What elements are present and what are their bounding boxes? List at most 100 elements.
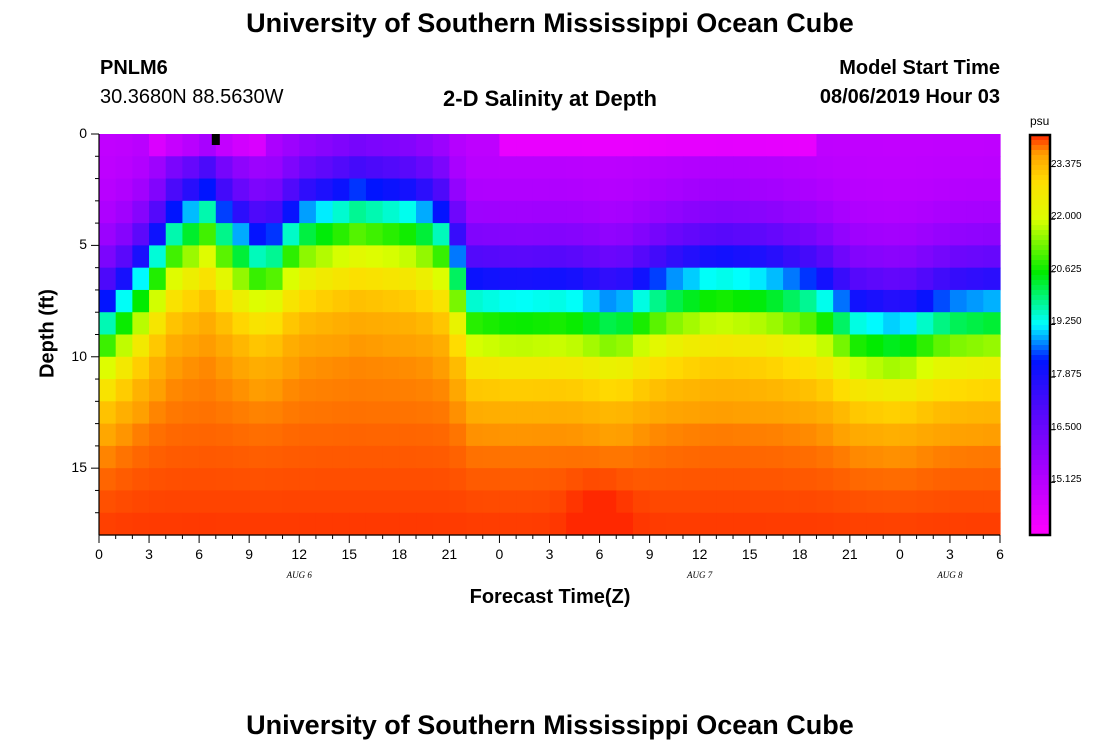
x-axis-label: Forecast Time(Z) [469, 586, 631, 608]
colorbar [1028, 133, 1055, 537]
heatmap-cell [799, 379, 818, 402]
heatmap-cell [549, 178, 567, 202]
colorbar-segment [1030, 450, 1050, 456]
heatmap-cell [149, 490, 167, 514]
x-tick-label: 3 [545, 546, 554, 562]
heatmap-cell [783, 334, 801, 358]
heatmap-cell [599, 289, 617, 313]
colorbar-segment [1030, 265, 1050, 271]
heatmap-cell [299, 356, 317, 380]
heatmap-cell [849, 289, 868, 313]
heatmap-cell [466, 468, 484, 492]
heatmap-cell [432, 200, 450, 224]
heatmap-cell [382, 156, 400, 180]
heatmap-cell [315, 289, 334, 313]
heatmap-cell [716, 245, 734, 269]
heatmap-cell [265, 156, 284, 180]
heatmap-cell [149, 445, 167, 469]
heatmap-cell [532, 379, 551, 402]
heatmap-cell [866, 223, 884, 246]
heatmap-cell [315, 468, 334, 492]
heatmap-cell [132, 200, 150, 224]
heatmap-cell [165, 401, 184, 425]
heatmap-cell [449, 401, 467, 425]
heatmap-cell [766, 200, 784, 224]
x-tick-label: 18 [791, 546, 808, 562]
heatmap-cell [249, 356, 267, 380]
heatmap-cell [532, 423, 551, 447]
heatmap-cell [516, 245, 534, 269]
heatmap-cell [299, 423, 317, 447]
heatmap-cell [966, 334, 984, 358]
colorbar-segment [1030, 165, 1050, 171]
colorbar-segment [1030, 210, 1050, 216]
heatmap-cell [282, 267, 300, 291]
heatmap-cell [883, 423, 901, 447]
heatmap-cell [249, 401, 267, 425]
heatmap-cell [332, 445, 350, 469]
heatmap-cell [766, 245, 784, 269]
colorbar-segment [1030, 185, 1050, 191]
heatmap-cell [749, 156, 768, 180]
heatmap-cell [482, 200, 501, 224]
heatmap-cell [699, 468, 717, 492]
heatmap-cell [983, 289, 1001, 313]
colorbar-segment [1030, 250, 1050, 256]
colorbar-segment [1030, 485, 1050, 491]
model-start-value: 08/06/2019 Hour 03 [819, 86, 1000, 108]
heatmap-cell [799, 445, 818, 469]
heatmap-cell [933, 468, 951, 492]
heatmap-cell [933, 379, 951, 402]
heatmap-cell [282, 401, 300, 425]
heatmap-cell [165, 490, 184, 514]
heatmap-cell [966, 379, 984, 402]
heatmap-cell [449, 445, 467, 469]
heatmap-cell [649, 289, 667, 313]
heatmap-cell [649, 334, 667, 358]
heatmap-cell [966, 223, 984, 246]
heatmap-cell [866, 334, 884, 358]
heatmap-cell [265, 445, 284, 469]
heatmap-cell [933, 445, 951, 469]
heatmap-cell [599, 134, 617, 157]
colorbar-segment [1030, 435, 1050, 441]
heatmap-cell [399, 356, 417, 380]
heatmap-cell [833, 468, 851, 492]
heatmap-cell [949, 379, 968, 402]
heatmap-cell [682, 312, 701, 336]
heatmap-cell [215, 468, 234, 492]
heatmap-cell [566, 156, 584, 180]
heatmap-cell [315, 490, 334, 514]
heatmap-cell [149, 379, 167, 402]
heatmap-cell [466, 423, 484, 447]
heatmap-cell [516, 156, 534, 180]
heatmap-cell [616, 445, 634, 469]
heatmap-cell [516, 512, 534, 536]
heatmap-cell [699, 223, 717, 246]
heatmap-cell [182, 490, 200, 514]
heatmap-cell [899, 401, 918, 425]
heatmap-cell [365, 312, 384, 336]
heatmap-cell [566, 401, 584, 425]
heatmap-cell [616, 334, 634, 358]
heatmap-cell [682, 334, 701, 358]
heatmap-cell [499, 356, 517, 380]
heatmap-cell [966, 512, 984, 536]
heatmap-cell [332, 490, 350, 514]
colorbar-segment [1030, 275, 1050, 281]
heatmap-cell [99, 401, 117, 425]
heatmap-cell [649, 445, 667, 469]
heatmap-cell [215, 156, 234, 180]
heatmap-cell [682, 178, 701, 202]
heatmap-cell [649, 423, 667, 447]
heatmap-cell [115, 445, 133, 469]
heatmap-cell [249, 223, 267, 246]
heatmap-cell [649, 490, 667, 514]
heatmap-cell [416, 423, 434, 447]
heatmap-cell [482, 289, 501, 313]
heatmap-cell [365, 134, 384, 157]
heatmap-cell [399, 245, 417, 269]
x-tick-label: 9 [245, 546, 254, 562]
heatmap-cell [666, 512, 684, 536]
heatmap-cell [916, 312, 934, 336]
